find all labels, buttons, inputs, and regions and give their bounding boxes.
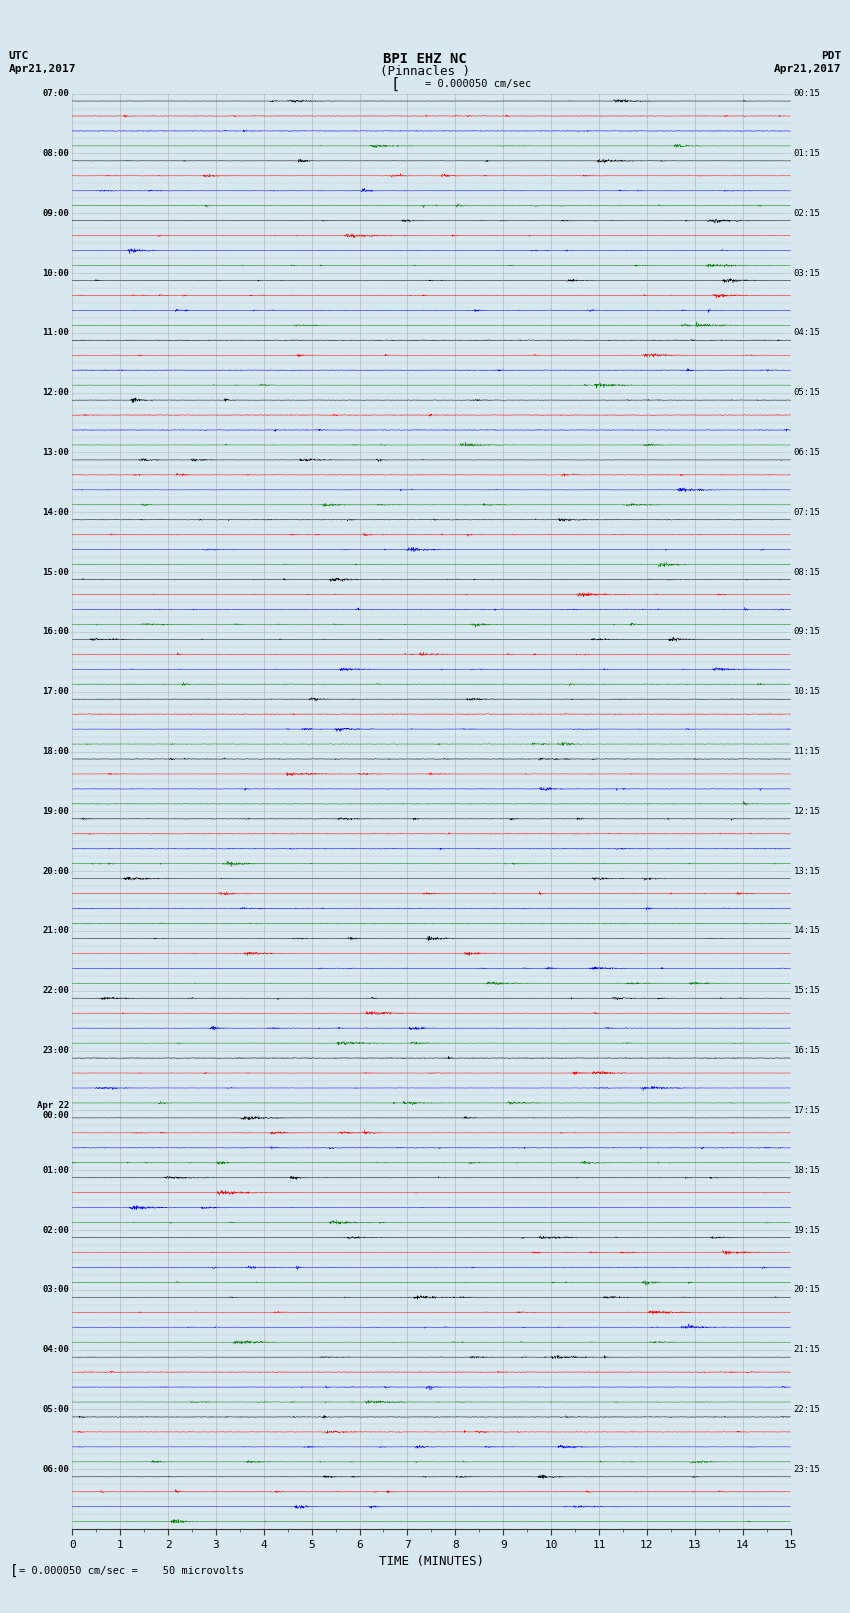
Text: [: [ bbox=[391, 76, 399, 92]
Text: Apr 22
00:00: Apr 22 00:00 bbox=[37, 1100, 70, 1119]
Text: 08:15: 08:15 bbox=[793, 568, 820, 576]
Text: 14:00: 14:00 bbox=[42, 508, 70, 516]
Text: 13:15: 13:15 bbox=[793, 866, 820, 876]
Text: 08:00: 08:00 bbox=[42, 148, 70, 158]
Text: 09:15: 09:15 bbox=[793, 627, 820, 637]
Text: 16:00: 16:00 bbox=[42, 627, 70, 637]
Text: BPI EHZ NC: BPI EHZ NC bbox=[383, 52, 467, 66]
Text: PDT: PDT bbox=[821, 50, 842, 61]
Text: = 0.000050 cm/sec: = 0.000050 cm/sec bbox=[425, 79, 531, 89]
Text: Apr21,2017: Apr21,2017 bbox=[8, 63, 76, 74]
Text: 11:15: 11:15 bbox=[793, 747, 820, 756]
Text: 10:15: 10:15 bbox=[793, 687, 820, 697]
Text: 12:15: 12:15 bbox=[793, 806, 820, 816]
Text: 02:15: 02:15 bbox=[793, 208, 820, 218]
Text: 18:15: 18:15 bbox=[793, 1166, 820, 1174]
Text: 05:00: 05:00 bbox=[42, 1405, 70, 1415]
Text: 03:00: 03:00 bbox=[42, 1286, 70, 1294]
Text: Apr21,2017: Apr21,2017 bbox=[774, 63, 842, 74]
Text: 00:15: 00:15 bbox=[793, 89, 820, 98]
Text: 22:00: 22:00 bbox=[42, 986, 70, 995]
Text: 17:15: 17:15 bbox=[793, 1107, 820, 1115]
Text: 05:15: 05:15 bbox=[793, 389, 820, 397]
Text: 01:15: 01:15 bbox=[793, 148, 820, 158]
Text: 19:15: 19:15 bbox=[793, 1226, 820, 1234]
Text: 22:15: 22:15 bbox=[793, 1405, 820, 1415]
Text: 23:00: 23:00 bbox=[42, 1047, 70, 1055]
Text: 15:00: 15:00 bbox=[42, 568, 70, 576]
Text: 04:00: 04:00 bbox=[42, 1345, 70, 1355]
Text: 11:00: 11:00 bbox=[42, 329, 70, 337]
Text: UTC: UTC bbox=[8, 50, 29, 61]
X-axis label: TIME (MINUTES): TIME (MINUTES) bbox=[379, 1555, 484, 1568]
Text: 02:00: 02:00 bbox=[42, 1226, 70, 1234]
Text: 07:15: 07:15 bbox=[793, 508, 820, 516]
Text: 16:15: 16:15 bbox=[793, 1047, 820, 1055]
Text: 06:15: 06:15 bbox=[793, 448, 820, 456]
Text: 18:00: 18:00 bbox=[42, 747, 70, 756]
Text: [: [ bbox=[10, 1565, 19, 1578]
Text: 15:15: 15:15 bbox=[793, 986, 820, 995]
Text: 19:00: 19:00 bbox=[42, 806, 70, 816]
Text: 04:15: 04:15 bbox=[793, 329, 820, 337]
Text: 12:00: 12:00 bbox=[42, 389, 70, 397]
Text: 06:00: 06:00 bbox=[42, 1465, 70, 1474]
Text: 20:00: 20:00 bbox=[42, 866, 70, 876]
Text: 03:15: 03:15 bbox=[793, 268, 820, 277]
Text: 09:00: 09:00 bbox=[42, 208, 70, 218]
Text: 13:00: 13:00 bbox=[42, 448, 70, 456]
Text: 10:00: 10:00 bbox=[42, 268, 70, 277]
Text: 23:15: 23:15 bbox=[793, 1465, 820, 1474]
Text: 07:00: 07:00 bbox=[42, 89, 70, 98]
Text: 17:00: 17:00 bbox=[42, 687, 70, 697]
Text: (Pinnacles ): (Pinnacles ) bbox=[380, 65, 470, 79]
Text: = 0.000050 cm/sec =    50 microvolts: = 0.000050 cm/sec = 50 microvolts bbox=[19, 1566, 244, 1576]
Text: 21:00: 21:00 bbox=[42, 926, 70, 936]
Text: 20:15: 20:15 bbox=[793, 1286, 820, 1294]
Text: 21:15: 21:15 bbox=[793, 1345, 820, 1355]
Text: 14:15: 14:15 bbox=[793, 926, 820, 936]
Text: 01:00: 01:00 bbox=[42, 1166, 70, 1174]
